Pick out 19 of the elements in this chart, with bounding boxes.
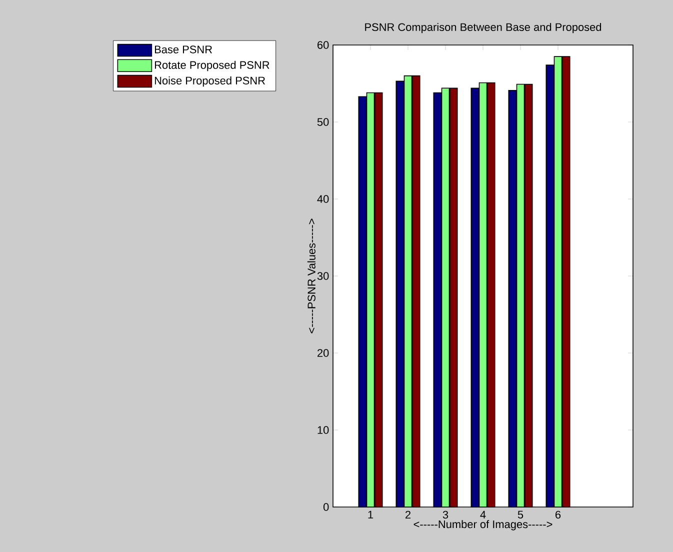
legend-label: Rotate Proposed PSNR [154,60,270,72]
y-tick-label: 0 [323,503,329,511]
y-tick-label: 40 [317,195,329,203]
x-tick-label: 2 [406,510,410,519]
x-axis-title: <-----Number of Images-----> [414,520,552,530]
y-tick-label: 60 [318,41,329,49]
x-tick-label: 4 [480,510,486,518]
y-tick-label: 10 [318,426,329,434]
y-tick-label: 30 [317,272,329,280]
y-tick-label: 20 [318,349,329,357]
chart-title: PSNR Comparison Between Base and Proposed [365,22,602,34]
x-tick-label: 6 [556,510,561,519]
y-axis-title: <-----PSNR Values-----> [307,218,316,334]
x-tick-label: 5 [518,510,524,518]
legend-label: Base PSNR [154,46,212,54]
x-tick-label: 3 [442,510,448,519]
y-tick-label: 50 [317,118,329,126]
legend-label: Noise Proposed PSNR [154,76,266,87]
x-tick-label: 1 [368,510,374,518]
